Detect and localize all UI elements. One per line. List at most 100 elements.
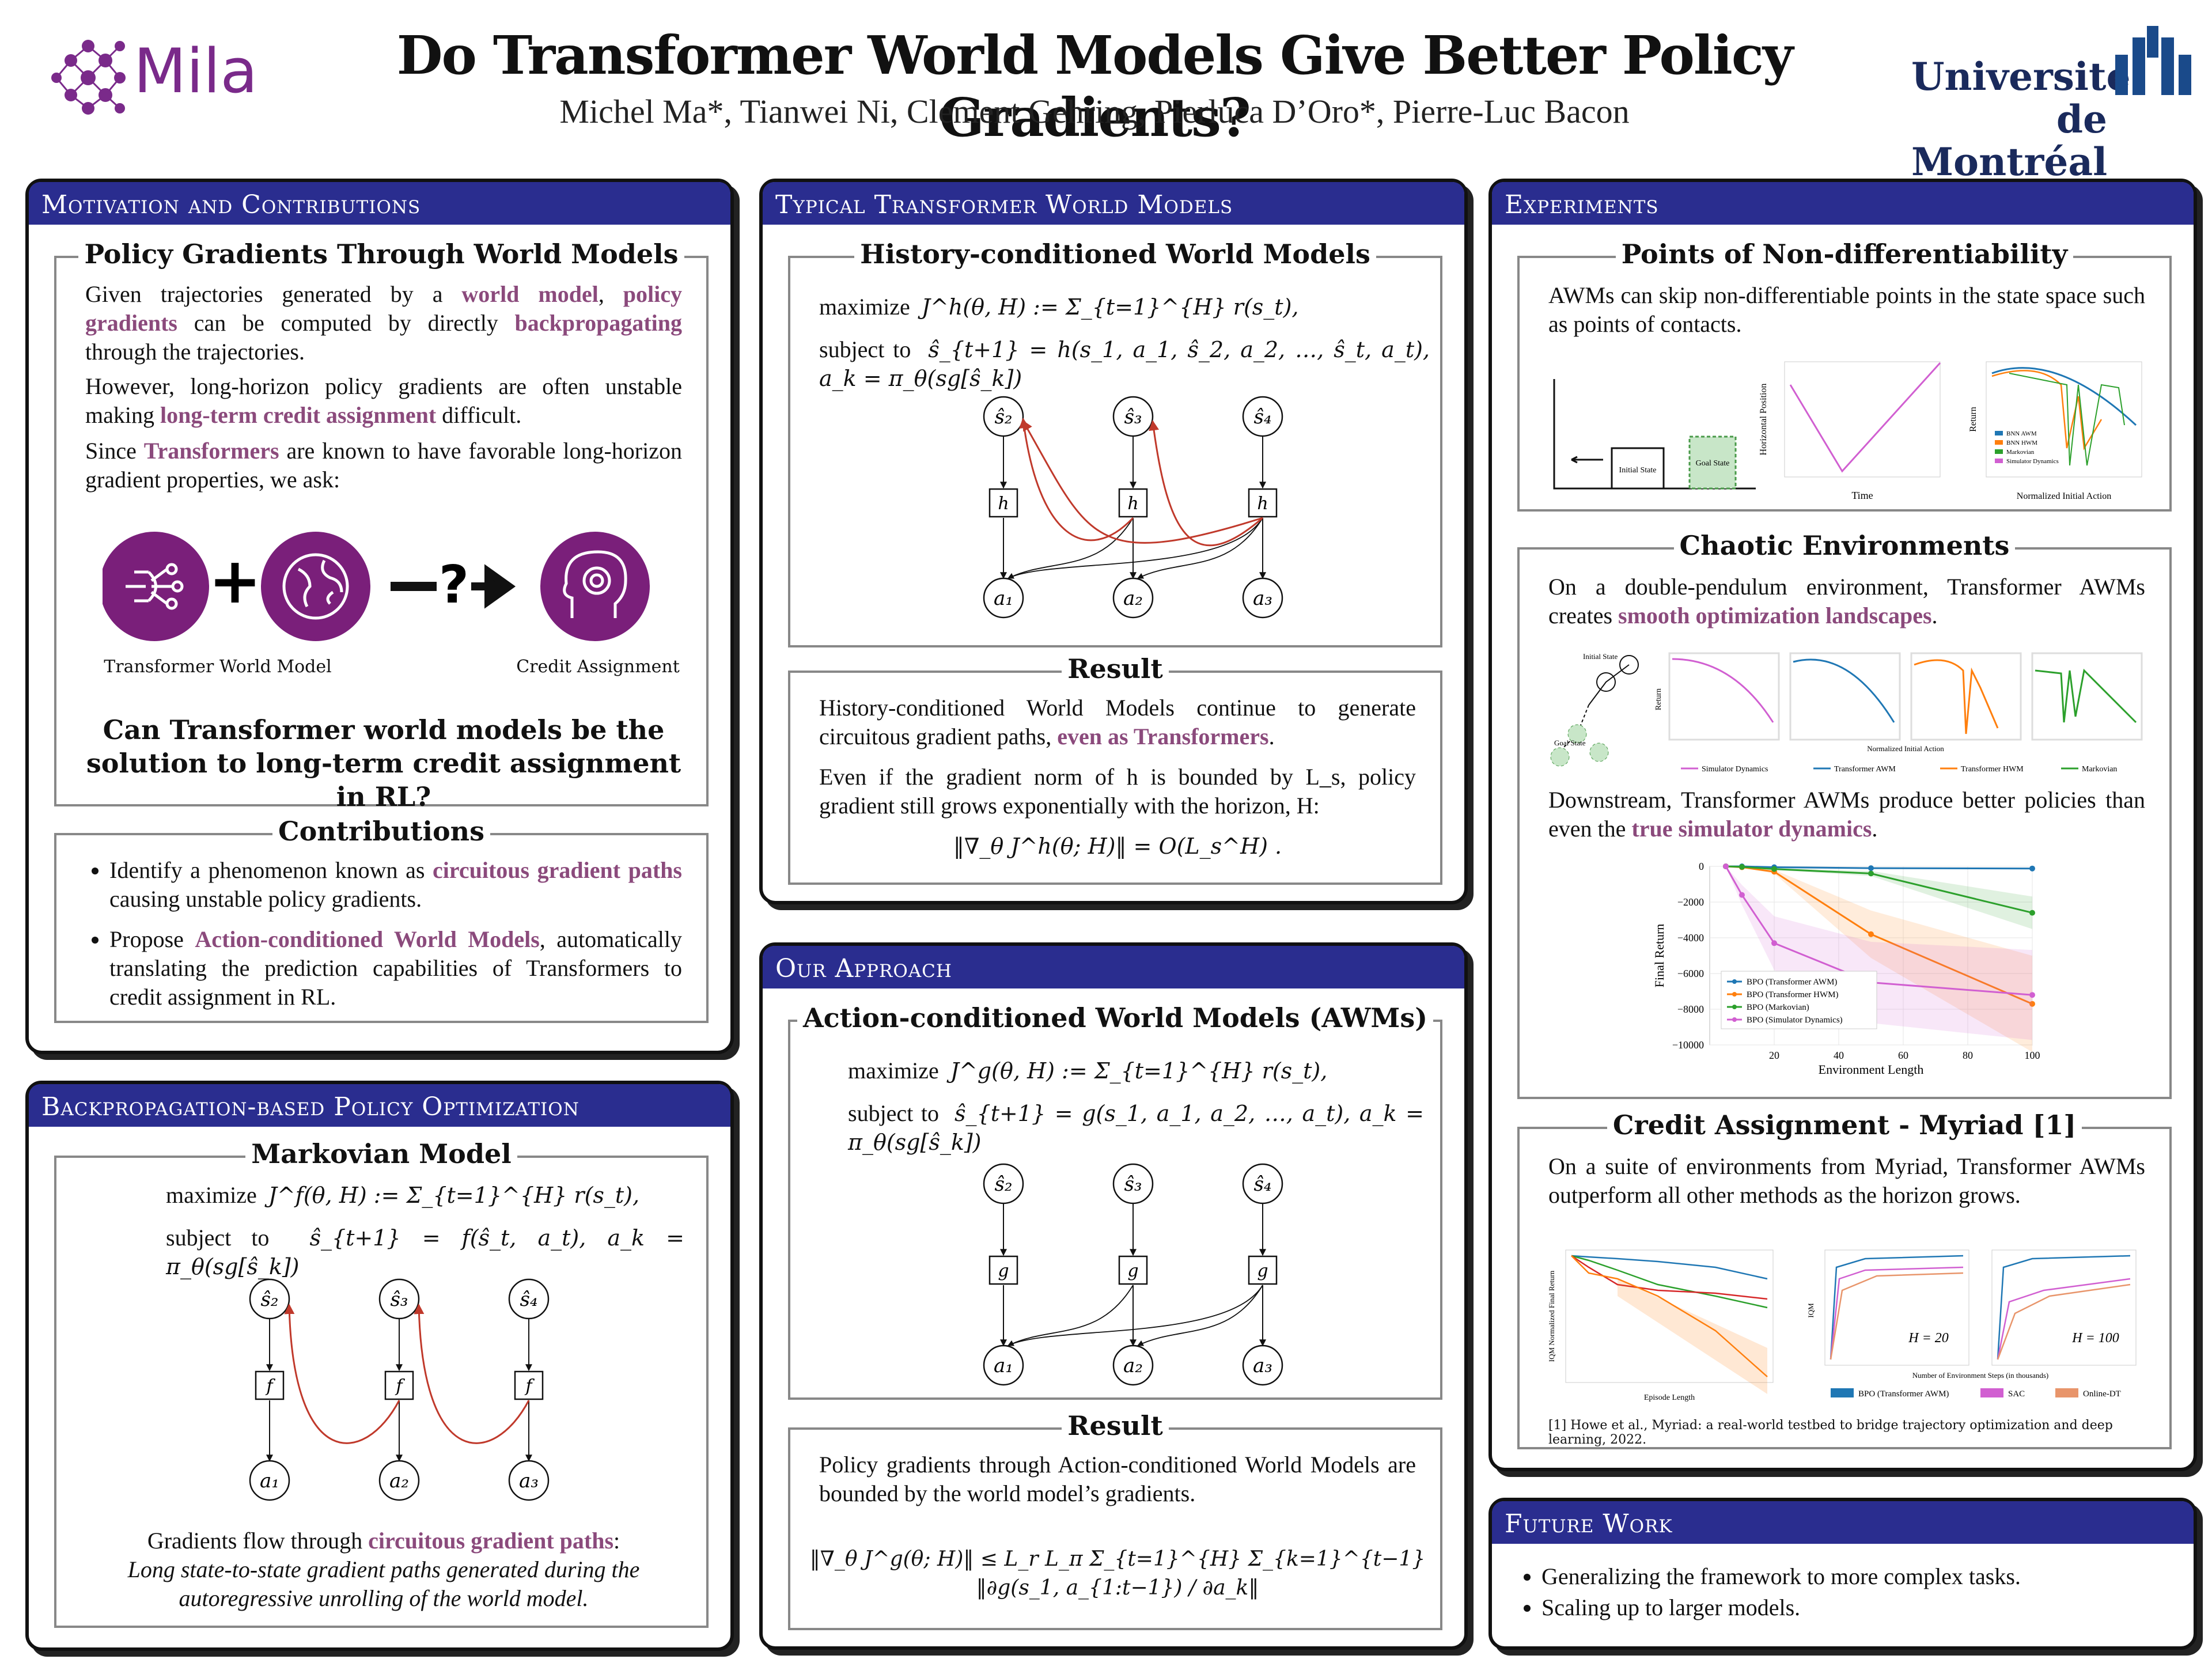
markovian-caption: Gradients flow through circuitous gradie… <box>127 1528 640 1611</box>
y-tick-label: −2000 <box>1677 896 1704 908</box>
contact-position-plot: Time Horizontal Position <box>1759 361 1941 501</box>
series-point <box>1868 931 1874 937</box>
svg-text:a₂: a₂ <box>1123 587 1143 610</box>
model-node <box>255 1370 285 1400</box>
chart-ylabel: Final Return <box>1652 924 1666 988</box>
future-work-panel: Future Work Generalizing the framework t… <box>1488 1498 2197 1650</box>
chart-legend <box>1721 971 1877 1029</box>
svg-text:h: h <box>1257 494 1268 514</box>
mila-logo-text: Mila <box>134 36 258 107</box>
action-node <box>508 1460 550 1501</box>
action-node <box>983 1344 1024 1386</box>
motivation-heading: Motivation and Contributions <box>29 182 730 225</box>
series-point <box>2029 910 2035 916</box>
svg-text:h: h <box>1127 494 1138 514</box>
contact-figure: Initial State Goal State Time Horizontal… <box>1553 361 2142 501</box>
credit-assignment-icon-label: Credit Assignment <box>516 657 680 677</box>
svg-text:ŝ₄: ŝ₄ <box>1253 1173 1271 1196</box>
udem-line2: de Montréal <box>1911 97 2108 184</box>
state-node <box>249 1278 290 1320</box>
future-work-heading: Future Work <box>1492 1501 2194 1544</box>
x-tick-label: 20 <box>1769 1050 1779 1061</box>
bpo-panel: Backpropagation-based Policy Optimizatio… <box>25 1081 734 1651</box>
myriad-reference: [1] Howe et al., Myriad: a real-world te… <box>1548 1418 2113 1447</box>
pendulum-xlabel: Normalized Initial Action <box>1867 744 1944 753</box>
model-node <box>1118 1255 1148 1285</box>
typical-result-paragraph-2: Even if the gradient norm of h is bounde… <box>819 764 1416 819</box>
contact-ylabel: Horizontal Position <box>1759 384 1768 456</box>
legend-label: BPO (Simulator Dynamics) <box>1747 1016 1843 1025</box>
contributions-box: Contributions Identify a phenomenon know… <box>54 816 709 1023</box>
action-node <box>249 1460 290 1501</box>
pendulum-figure: Initial State Goal State Return Normaliz… <box>1550 652 2143 774</box>
svg-text:Markovian: Markovian <box>2006 449 2035 456</box>
mila-logo-icon <box>51 40 126 115</box>
svg-text:Online-DT: Online-DT <box>2083 1389 2121 1399</box>
history-diagram: ŝ₂ h a₁ ŝ₃ h a₂ ŝ₄ h a₃ <box>983 396 1283 619</box>
history-box: History-conditioned World Models maximiz… <box>788 238 1442 647</box>
svg-text:?: ? <box>439 555 469 615</box>
contact-return-xlabel: Normalized Initial Action <box>2017 491 2111 501</box>
contributions-list: Identify a phenomenon known as circuitou… <box>85 856 682 1023</box>
series-point <box>2029 865 2035 872</box>
motivation-paragraph-2: However, long-horizon policy gradients a… <box>85 373 682 428</box>
svg-text:g: g <box>1127 1261 1138 1281</box>
history-title: History-conditioned World Models <box>854 238 1376 270</box>
svg-text:BPO (Transformer AWM): BPO (Transformer AWM) <box>1858 1389 1949 1399</box>
action-node <box>1112 1344 1154 1386</box>
contribution-item: Propose Action-conditioned World Models,… <box>109 925 682 1012</box>
chart-xlabel: Environment Length <box>1819 1062 1924 1077</box>
contact-initial-label: Initial State <box>1619 466 1657 475</box>
legend-label: BPO (Transformer HWM) <box>1747 990 1838 999</box>
model-node <box>1248 488 1278 518</box>
contact-return-ylabel: Return <box>1968 407 1978 432</box>
state-node <box>983 1163 1024 1205</box>
svg-text:ŝ₃: ŝ₃ <box>1124 406 1142 429</box>
contact-goal-label: Goal State <box>1696 459 1730 468</box>
state-node <box>378 1278 420 1320</box>
svg-text:Transformer AWM: Transformer AWM <box>1834 765 1896 774</box>
model-node <box>384 1370 414 1400</box>
svg-text:Simulator Dynamics: Simulator Dynamics <box>1702 765 1768 774</box>
gradient-path <box>1149 420 1263 547</box>
udem-logo-icon <box>2115 26 2191 95</box>
state-node <box>1242 396 1283 437</box>
poster-authors: Michel Ma*, Tianwei Ni, Clement Gehring,… <box>559 93 1630 130</box>
model-node <box>1248 1255 1278 1285</box>
myriad-title: Credit Assignment - Myriad [1] <box>1607 1109 2082 1141</box>
series-band <box>1726 866 2032 1040</box>
motivation-paragraph-1: Given trajectories generated by a world … <box>85 281 683 365</box>
svg-text:a₃: a₃ <box>1253 1354 1272 1377</box>
myriad-h20-plot: H = 20 IQM <box>1806 1249 1969 1366</box>
contribution-item: Identify a phenomenon known as circuitou… <box>109 856 682 914</box>
udem-line1: Université <box>1911 54 2131 99</box>
state-node <box>1112 396 1154 437</box>
y-tick-label: −6000 <box>1677 968 1704 979</box>
svg-text:a₂: a₂ <box>389 1469 409 1493</box>
svg-text:a₁: a₁ <box>994 1354 1013 1377</box>
svg-text:a₁: a₁ <box>994 587 1013 610</box>
action-node <box>1242 577 1283 619</box>
poster-title: Do Transformer World Models Give Better … <box>396 24 1794 149</box>
markovian-title: Markovian Model <box>245 1138 517 1169</box>
typical-result-equation: ‖∇_θ J^h(θ; H)‖ = O(L_s^H) . <box>953 834 1282 859</box>
svg-text:Transformer HWM: Transformer HWM <box>1961 765 2024 774</box>
state-node <box>1112 1163 1154 1205</box>
future-work-list: Generalizing the framework to more compl… <box>1517 1562 2162 1634</box>
x-tick-label: 100 <box>2025 1050 2040 1061</box>
chaotic-text-2: Downstream, Transformer AWMs produce bet… <box>1548 787 2145 842</box>
approach-result-box: Result Policy gradients through Action-c… <box>788 1410 1442 1630</box>
state-node <box>983 396 1024 437</box>
series-point <box>1739 863 1745 870</box>
action-node <box>983 577 1024 619</box>
svg-text:h: h <box>998 494 1009 514</box>
legend-label: BPO (Transformer AWM) <box>1747 978 1837 987</box>
y-tick-label: −8000 <box>1677 1003 1704 1015</box>
svg-text:g: g <box>998 1261 1009 1281</box>
chaotic-box: Chaotic Environments On a double-pendulu… <box>1517 530 2172 1099</box>
future-work-item: Generalizing the framework to more compl… <box>1541 1562 2162 1591</box>
contact-return-plot: Normalized Initial Action Return BNN AWM… <box>1968 361 2142 501</box>
svg-text:SAC: SAC <box>2008 1389 2025 1399</box>
gradient-path <box>414 1304 530 1444</box>
